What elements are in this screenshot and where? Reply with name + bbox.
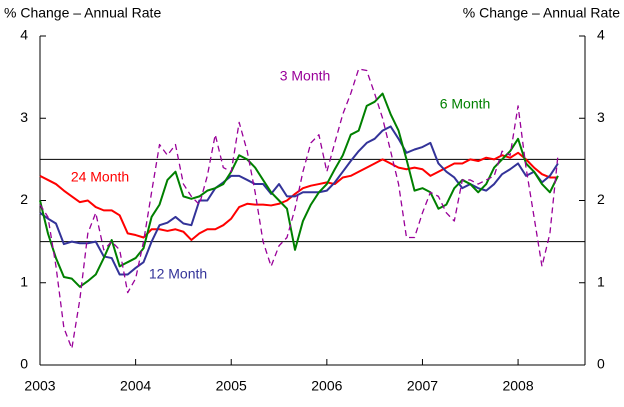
- y2-tick-label: 3: [597, 109, 605, 125]
- x-tick-label: 2003: [24, 378, 55, 394]
- series-line: [39, 125, 559, 276]
- x-tick-label: 2007: [407, 378, 438, 394]
- series-label: 6 Month: [440, 96, 491, 112]
- series-label: 12 Month: [149, 266, 207, 282]
- y-tick-label: 4: [20, 27, 28, 43]
- y2-tick-label: 1: [597, 273, 605, 289]
- y-tick-label: 2: [20, 191, 28, 207]
- y-axis-label: % Change – Annual Rate: [4, 5, 161, 21]
- series-line: [39, 68, 559, 350]
- y-tick-label: 1: [20, 273, 28, 289]
- y2-tick-label: 0: [597, 356, 605, 372]
- y-tick-label: 3: [20, 109, 28, 125]
- x-tick-label: 2008: [502, 378, 533, 394]
- series-label: 24 Month: [71, 169, 129, 185]
- y2-tick-label: 4: [597, 27, 605, 43]
- y-tick-label: 0: [20, 356, 28, 372]
- y2-tick-label: 2: [597, 191, 605, 207]
- x-tick-label: 2006: [311, 378, 342, 394]
- series-line: [39, 92, 559, 288]
- series-line: [39, 151, 558, 241]
- y2-axis-label: % Change – Annual Rate: [463, 5, 620, 21]
- series-label: 3 Month: [280, 68, 331, 84]
- x-tick-label: 2005: [216, 378, 247, 394]
- x-tick-label: 2004: [120, 378, 151, 394]
